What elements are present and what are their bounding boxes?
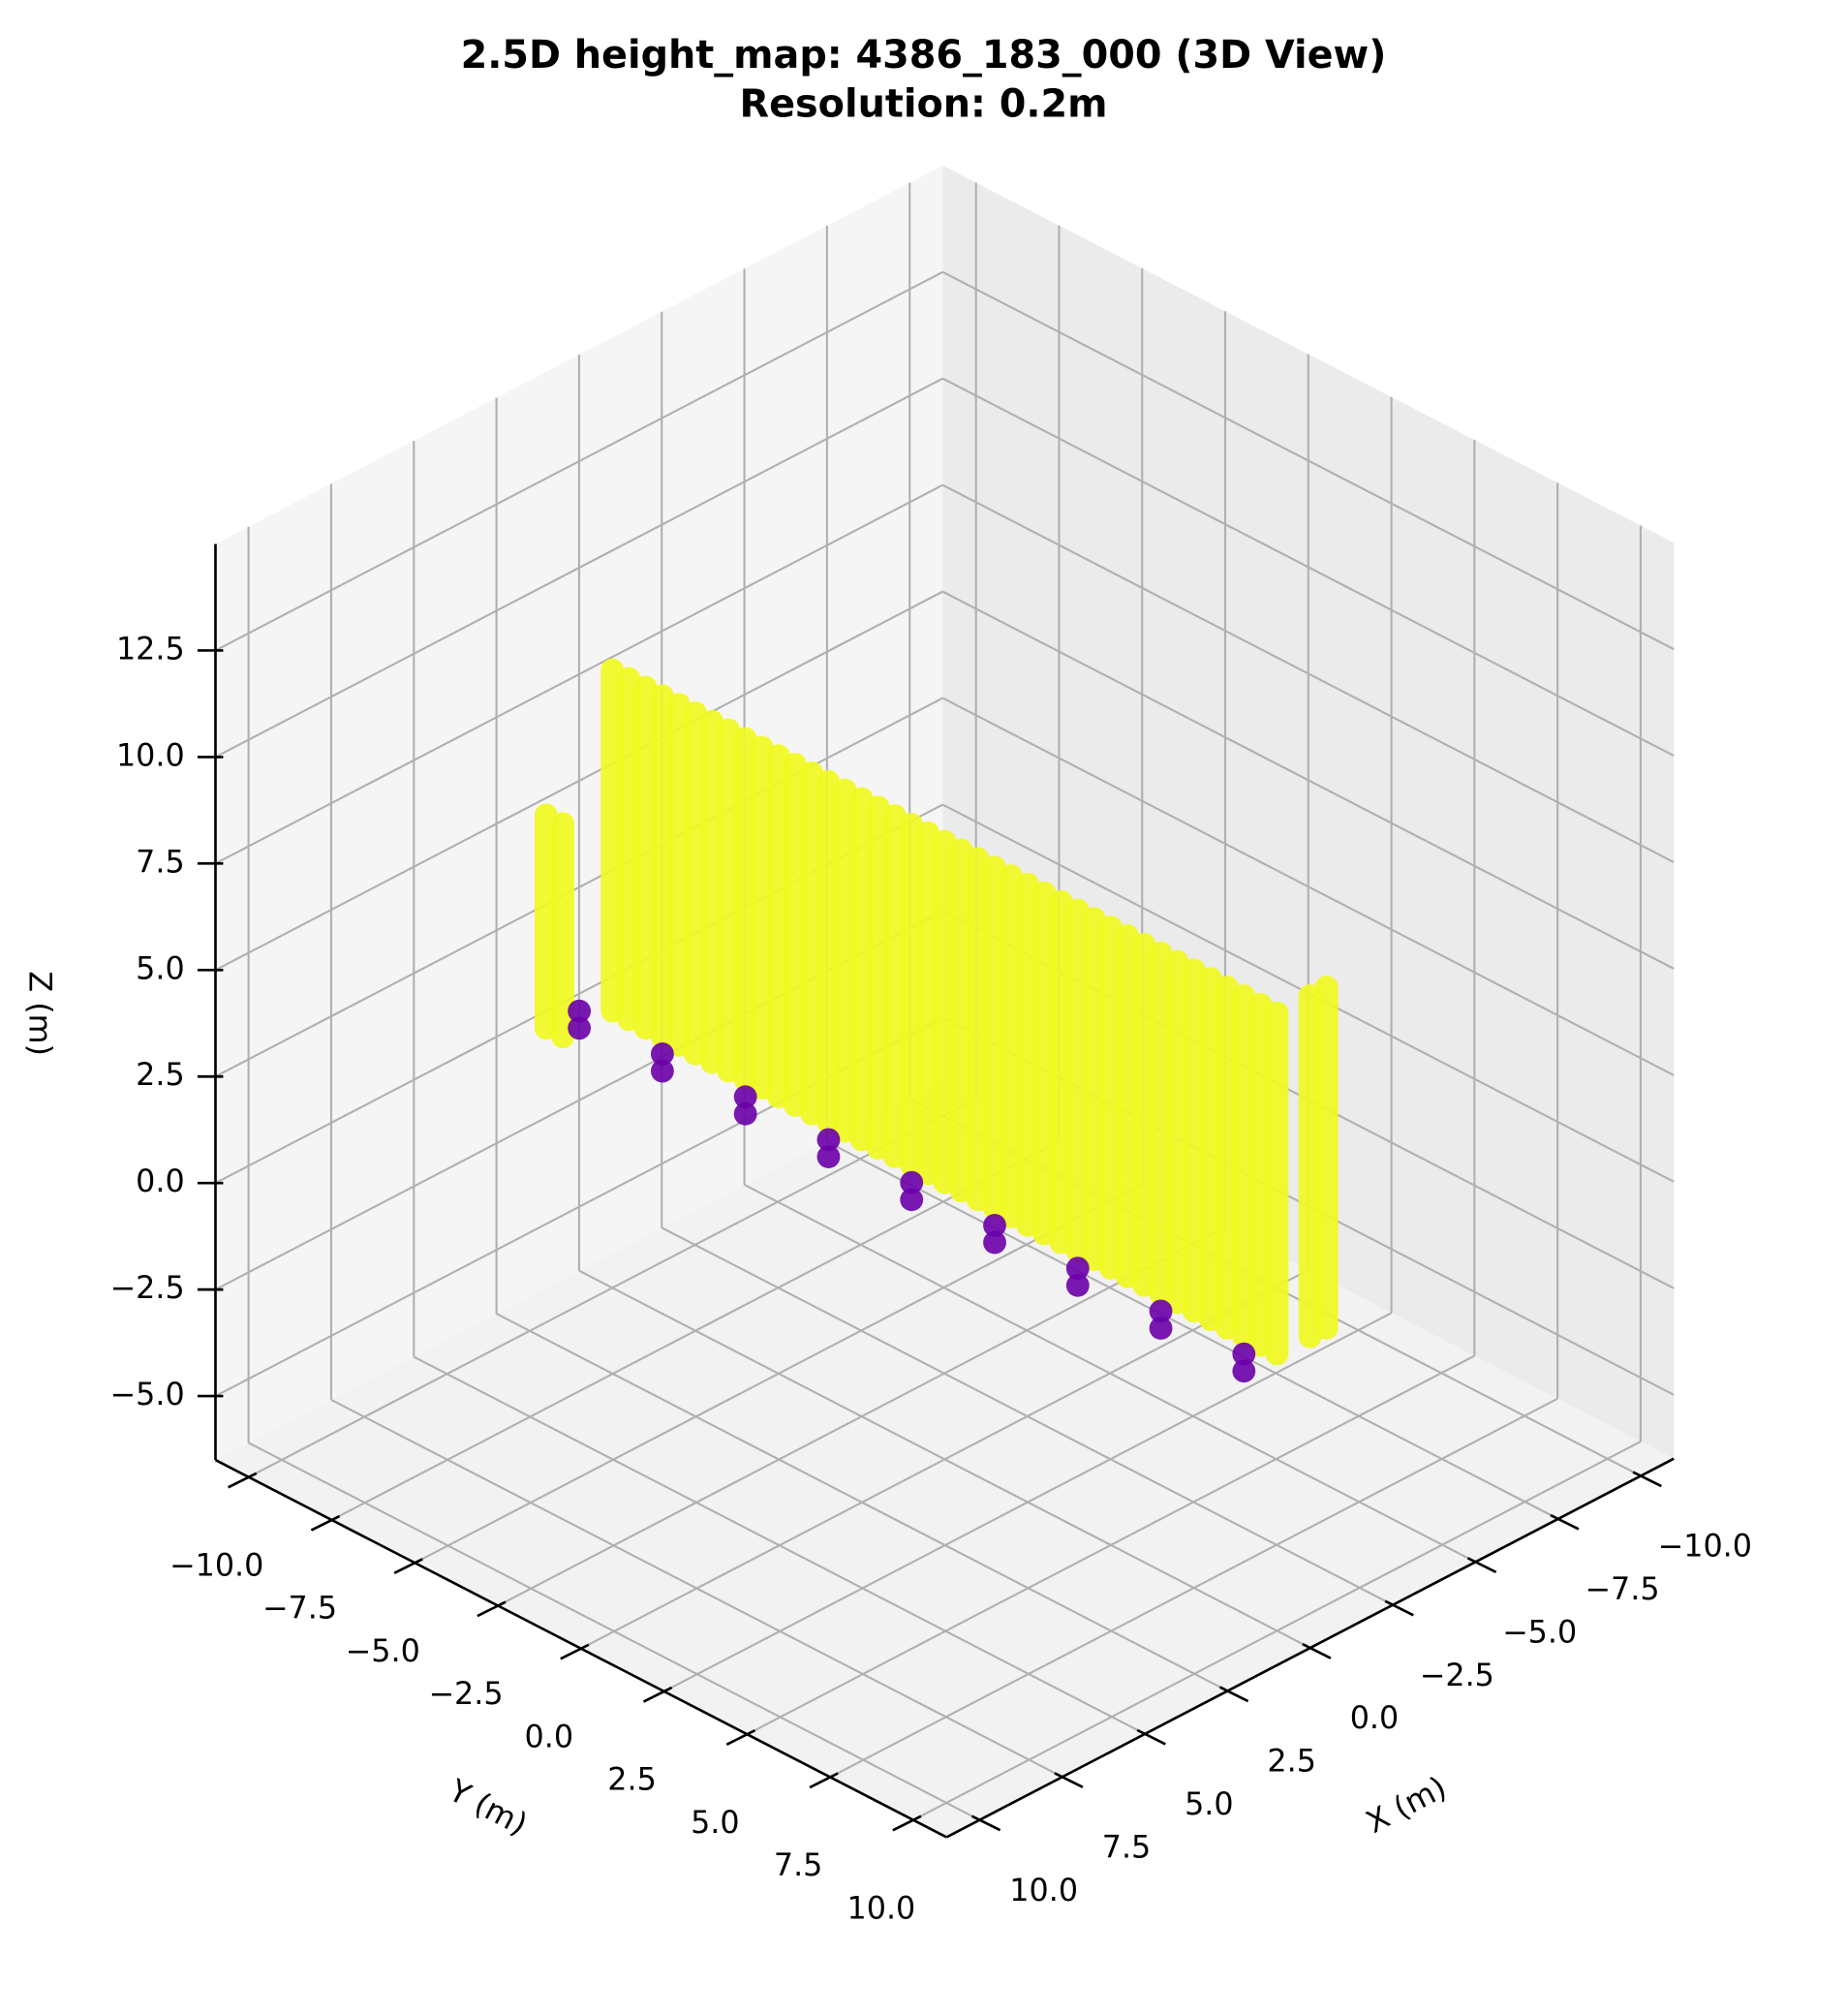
- point: [650, 1059, 674, 1083]
- z-tick-label: 0.0: [136, 1164, 185, 1199]
- z-tick-label: 10.0: [116, 738, 185, 773]
- x-tick: [1550, 1513, 1580, 1531]
- y-tick-label: 5.0: [691, 1806, 740, 1841]
- point: [568, 999, 592, 1023]
- grid-line: [912, 1441, 1642, 1821]
- point: [900, 1188, 924, 1212]
- point: [568, 1016, 592, 1040]
- point: [1065, 1273, 1090, 1297]
- point: [983, 1214, 1006, 1237]
- grid-line: [941, 483, 1675, 863]
- x-tick: [1054, 1772, 1084, 1789]
- point: [816, 1145, 841, 1168]
- y-tick: [477, 1600, 507, 1618]
- grid-line: [248, 1098, 977, 1478]
- z-axis-label: Z (m): [22, 971, 57, 1056]
- y-tick: [560, 1643, 590, 1660]
- y-tick: [393, 1558, 423, 1575]
- point: [816, 1128, 841, 1152]
- y-axis-label: Y (m): [443, 1773, 533, 1843]
- y-tick: [725, 1729, 756, 1746]
- grid-line: [214, 377, 943, 759]
- y-tick-label: −10.0: [169, 1548, 263, 1583]
- y-tick-label: −5.0: [346, 1634, 420, 1669]
- y-tick-label: 10.0: [847, 1891, 916, 1926]
- x-tick: [1218, 1686, 1249, 1703]
- grid-line: [941, 270, 1675, 651]
- x-axis-label: X (m): [1361, 1770, 1452, 1840]
- point: [983, 1230, 1006, 1255]
- z-tick-label: −5.0: [110, 1378, 185, 1412]
- y-tick: [809, 1772, 839, 1789]
- y-tick-label: −2.5: [428, 1677, 503, 1712]
- x-tick: [1384, 1599, 1414, 1617]
- point: [733, 1085, 757, 1109]
- x-tick: [1136, 1728, 1166, 1746]
- grid-line: [214, 590, 943, 972]
- point: [1149, 1317, 1173, 1340]
- y-tick-label: 7.5: [774, 1848, 823, 1883]
- y-tick: [642, 1686, 673, 1703]
- x-tick-label: −10.0: [1658, 1530, 1752, 1565]
- grid-line: [214, 483, 943, 865]
- grid-line: [214, 270, 943, 652]
- y-tick: [228, 1472, 258, 1489]
- point: [1232, 1342, 1256, 1366]
- x-tick-label: 7.5: [1102, 1830, 1152, 1865]
- y-tick-label: 0.0: [525, 1720, 574, 1754]
- chart-subtitle: Resolution: 0.2m: [740, 81, 1108, 126]
- point: [1149, 1299, 1173, 1323]
- x-tick: [970, 1814, 1001, 1832]
- grid-line: [941, 377, 1675, 758]
- grid-line: [580, 1269, 1309, 1650]
- x-tick-label: 10.0: [1009, 1874, 1078, 1908]
- z-tick-label: −2.5: [110, 1271, 185, 1306]
- chart-title: 2.5D height_map: 4386_183_000 (3D View): [461, 33, 1387, 78]
- y-tick-label: 2.5: [607, 1763, 657, 1798]
- point: [900, 1170, 924, 1194]
- point: [650, 1042, 674, 1066]
- x-tick-label: 5.0: [1185, 1787, 1234, 1822]
- grid-line: [214, 697, 943, 1078]
- grid-line: [746, 1354, 1475, 1736]
- x-tick: [1302, 1642, 1332, 1659]
- x-tick: [1466, 1557, 1497, 1574]
- grid-line: [497, 1225, 1226, 1607]
- x-tick: [1632, 1471, 1662, 1488]
- grid-line: [663, 1312, 1393, 1692]
- x-tick-label: −2.5: [1420, 1659, 1494, 1693]
- grid-line: [414, 1183, 1143, 1565]
- y-tick: [310, 1514, 341, 1532]
- grid-line: [941, 590, 1675, 970]
- z-tick-label: 2.5: [136, 1058, 185, 1093]
- z-tick-label: 7.5: [136, 845, 185, 880]
- grid-line: [941, 697, 1675, 1076]
- y-tick: [892, 1814, 922, 1832]
- point: [1065, 1256, 1090, 1281]
- grid-line: [331, 1140, 1060, 1521]
- x-tick-label: −5.0: [1502, 1615, 1577, 1650]
- z-tick-label: 5.0: [136, 951, 185, 986]
- y-tick-label: −7.5: [262, 1592, 337, 1627]
- point: [733, 1101, 757, 1126]
- x-tick-label: 0.0: [1350, 1701, 1400, 1736]
- x-tick-label: 2.5: [1267, 1745, 1316, 1780]
- z-tick-label: 12.5: [116, 632, 185, 667]
- x-tick-label: −7.5: [1585, 1572, 1659, 1607]
- point: [1232, 1359, 1256, 1383]
- grid-line: [829, 1397, 1558, 1779]
